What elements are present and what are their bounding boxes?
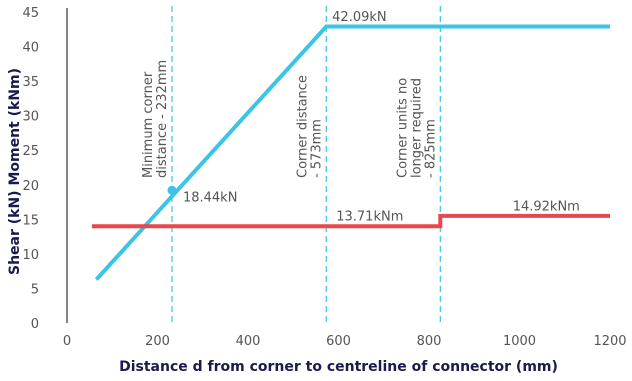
reference-line-label: Corner units nolonger required- 825mm — [395, 78, 438, 178]
value-annotation: 14.92kNm — [513, 199, 580, 214]
reference-line-label-line: - 825mm — [423, 119, 438, 178]
reference-line-label: Corner distance- 573mm — [295, 75, 324, 178]
y-tick-label: 30 — [22, 110, 39, 125]
x-tick-label: 200 — [145, 334, 170, 349]
reference-line-label: Minimum cornerdistance - 232mm — [141, 60, 170, 178]
y-axis-title: Shear (kN) Moment (kNm) — [7, 68, 23, 275]
y-tick-label: 45 — [22, 6, 39, 21]
x-tick-label: 600 — [326, 334, 351, 349]
value-annotation: 13.71kNm — [336, 210, 403, 225]
reference-line-label-line: Minimum corner — [141, 71, 156, 178]
x-tick-label: 800 — [417, 334, 442, 349]
y-tick-label: 40 — [22, 41, 39, 56]
x-axis-title: Distance d from corner to centreline of … — [119, 359, 558, 375]
series-line — [94, 24, 610, 281]
y-tick-label: 35 — [22, 75, 39, 90]
data-point-marker — [167, 185, 177, 195]
reference-line-label-line: - 573mm — [309, 119, 324, 178]
x-tick-label: 400 — [236, 334, 261, 349]
series-line — [91, 213, 610, 229]
reference-line-label-line: Corner units no — [395, 78, 410, 178]
x-tick-label: 1000 — [503, 334, 536, 349]
y-tick-label: 20 — [22, 179, 39, 194]
reference-line-label-line: distance - 232mm — [155, 60, 170, 178]
y-tick-label: 5 — [31, 282, 39, 297]
x-tick-label: 1200 — [593, 334, 626, 349]
reference-line-label-line: Corner distance — [295, 75, 310, 178]
data-point-label: 18.44kN — [183, 190, 237, 205]
value-annotation: 42.09kN — [332, 10, 386, 25]
y-tick-label: 25 — [22, 144, 39, 159]
y-tick-label: 0 — [31, 317, 39, 332]
x-tick-label: 0 — [63, 334, 71, 349]
y-tick-label: 10 — [22, 248, 39, 263]
y-tick-label: 15 — [22, 213, 39, 228]
reference-line-label-line: longer required — [409, 78, 424, 178]
